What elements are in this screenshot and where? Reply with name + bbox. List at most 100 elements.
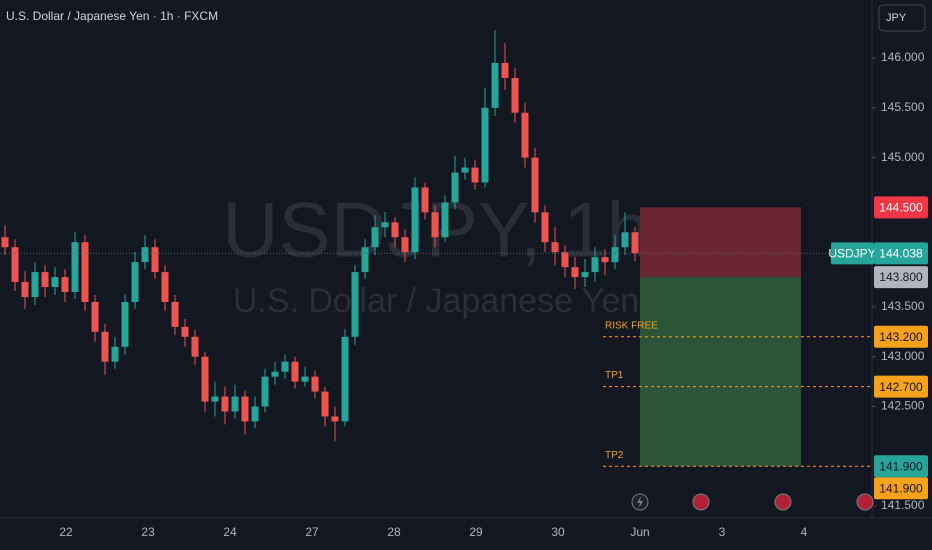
currency-button[interactable] (878, 4, 926, 32)
last-price-label-box (874, 242, 928, 265)
candle-body (251, 406, 259, 422)
level-price-label: 142.700 (879, 380, 923, 394)
candle-body (271, 371, 279, 377)
watermark-name: U.S. Dollar / Japanese Yen (233, 282, 639, 320)
candle-body (151, 247, 159, 273)
candle-body (331, 416, 339, 422)
event-icon[interactable] (692, 493, 710, 511)
candle-body (261, 376, 269, 407)
candle-body (61, 277, 69, 293)
x-tick-label: 22 (59, 525, 73, 539)
candle-body (511, 77, 519, 113)
candle-body (371, 227, 379, 248)
x-tick-label: 27 (305, 525, 319, 539)
level-price-label-box (874, 375, 928, 398)
stop-zone (640, 207, 801, 278)
event-icon[interactable] (856, 493, 874, 511)
target-price-label: 141.900 (879, 459, 923, 473)
x-tick-label: 24 (223, 525, 237, 539)
candle-body (601, 257, 609, 263)
level-price-label-box (874, 325, 928, 348)
candle-body (501, 63, 509, 78)
symbol-tag: USDJPY (828, 247, 875, 261)
candle-body (591, 257, 599, 273)
candle-body (561, 252, 569, 268)
candle-body (211, 396, 219, 402)
candle-body (171, 301, 179, 327)
candle-body (581, 272, 589, 278)
candle-body (301, 376, 309, 382)
candle-body (441, 202, 449, 238)
candle-body (41, 272, 49, 288)
stop-price-label: 144.500 (879, 201, 923, 215)
y-tick-label: 146.000 (881, 50, 925, 64)
x-tick-label: 23 (141, 525, 155, 539)
entry-price-label: 143.800 (879, 270, 923, 284)
candle-body (421, 187, 429, 213)
entry-price-label-box (874, 266, 928, 289)
candle-body (361, 247, 369, 273)
y-tick-label: 145.000 (881, 150, 925, 164)
candle-body (311, 376, 319, 392)
candle-body (461, 167, 469, 173)
candle-body (621, 232, 629, 248)
candle-body (401, 237, 409, 253)
candle-body (521, 112, 529, 158)
candle-body (451, 172, 459, 203)
last-price-label: 144.038 (879, 247, 923, 261)
candle-body (91, 301, 99, 332)
candle-body (631, 232, 639, 254)
candle-body (391, 222, 399, 238)
event-icon[interactable] (774, 493, 792, 511)
candle-body (201, 356, 209, 402)
candle-body (321, 391, 329, 417)
symbol-tag-box (831, 242, 874, 265)
candle-body (491, 63, 499, 108)
candle-body (381, 222, 389, 228)
x-tick-label: 3 (719, 525, 726, 539)
candle-body (101, 331, 109, 362)
level-name: TP2 (605, 450, 624, 461)
candle-body (431, 212, 439, 238)
y-tick-label: 142.500 (881, 399, 925, 413)
candle-body (191, 336, 199, 357)
candle-body (111, 346, 119, 362)
level-price-label: 141.900 (879, 481, 923, 495)
level-price-label-box (874, 477, 928, 500)
candle-body (51, 277, 59, 288)
candle-body (351, 272, 359, 337)
candle-body (141, 247, 149, 263)
chart-title: U.S. Dollar / Japanese Yen · 1h · FXCM (6, 9, 218, 23)
target-zone (640, 277, 801, 467)
candle-body (1, 237, 9, 248)
currency-label[interactable]: JPY (886, 12, 907, 24)
candle-body (551, 242, 559, 253)
candle-body (291, 361, 299, 382)
x-tick-label: Jun (630, 525, 649, 539)
candle-body (71, 242, 79, 293)
x-tick-label: 30 (551, 525, 565, 539)
candle-body (11, 247, 19, 283)
event-icon-glyph (637, 496, 643, 508)
y-tick-label: 141.500 (881, 498, 925, 512)
x-tick-label: 29 (469, 525, 483, 539)
candle-body (181, 326, 189, 337)
event-icons (631, 493, 874, 511)
candle-body (161, 272, 169, 302)
candle-body (481, 107, 489, 183)
x-tick-label: 28 (387, 525, 401, 539)
target-price-label-box (874, 455, 928, 478)
candle-body (231, 396, 239, 412)
candle-body (221, 396, 229, 412)
x-tick-label: 4 (801, 525, 808, 539)
candle-body (541, 212, 549, 243)
y-tick-label: 145.500 (881, 100, 925, 114)
candle-body (611, 247, 619, 263)
candle-body (121, 301, 129, 347)
level-name: RISK FREE (605, 320, 658, 331)
candle-body (241, 396, 249, 422)
candle-body (571, 267, 579, 278)
candle-body (131, 262, 139, 302)
y-tick-label: 143.500 (881, 299, 925, 313)
